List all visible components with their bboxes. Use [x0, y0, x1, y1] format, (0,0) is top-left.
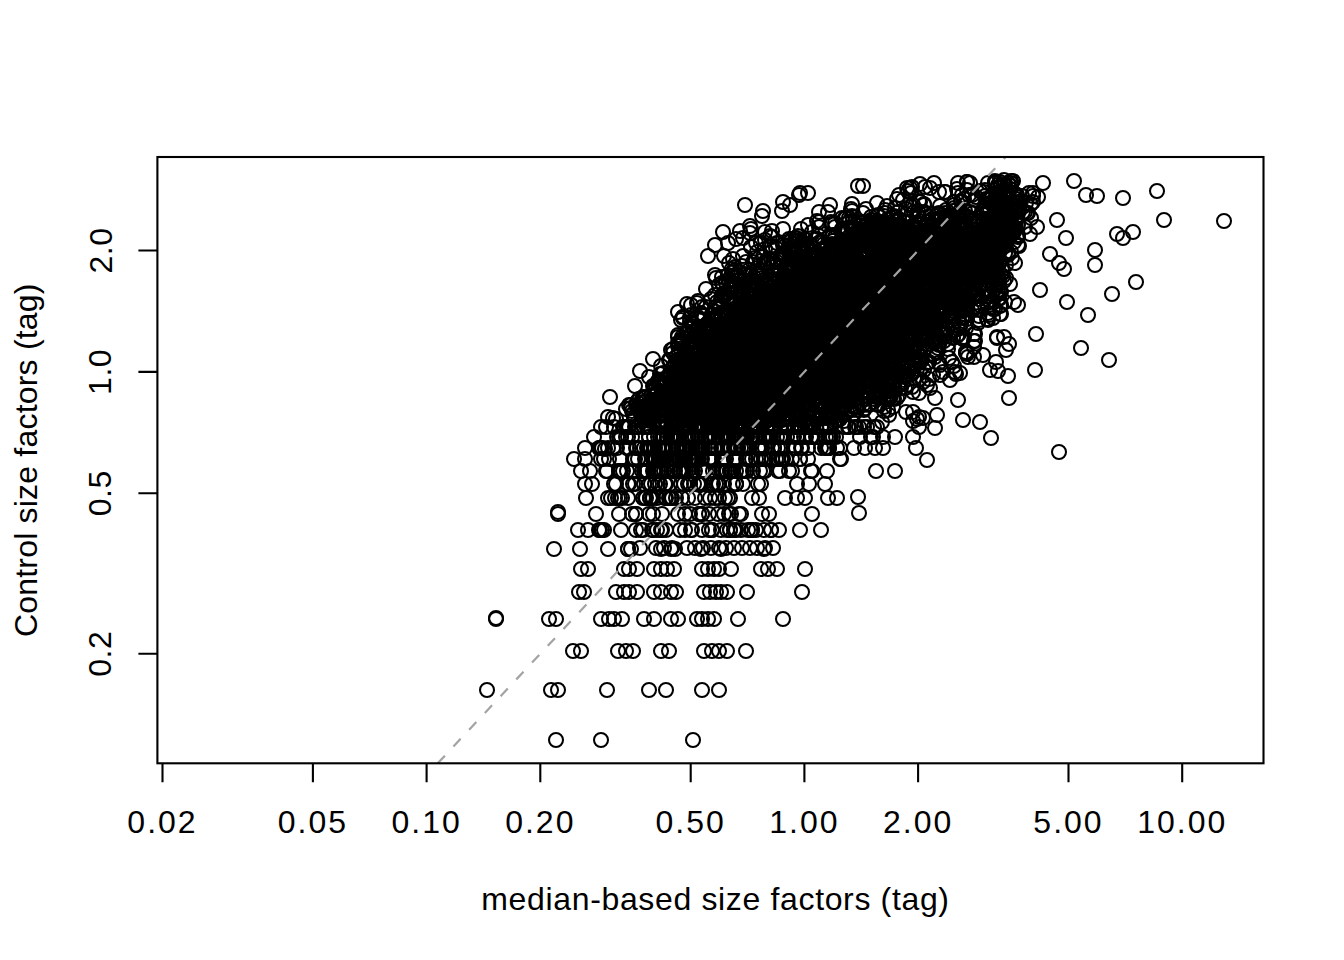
svg-text:0.10: 0.10 — [391, 804, 461, 840]
svg-text:5.00: 5.00 — [1033, 804, 1103, 840]
svg-text:Control size factors (tag): Control size factors (tag) — [8, 283, 44, 637]
svg-text:0.2: 0.2 — [83, 631, 119, 677]
svg-text:1.0: 1.0 — [83, 349, 119, 395]
svg-text:1.00: 1.00 — [769, 804, 839, 840]
svg-text:0.5: 0.5 — [83, 470, 119, 516]
svg-text:0.50: 0.50 — [656, 804, 726, 840]
svg-text:0.05: 0.05 — [278, 804, 348, 840]
svg-text:median-based size factors (tag: median-based size factors (tag) — [481, 881, 949, 917]
svg-text:0.20: 0.20 — [505, 804, 575, 840]
svg-text:2.00: 2.00 — [883, 804, 953, 840]
svg-text:0.02: 0.02 — [127, 804, 197, 840]
svg-text:10.00: 10.00 — [1137, 804, 1227, 840]
svg-text:2.0: 2.0 — [83, 228, 119, 274]
